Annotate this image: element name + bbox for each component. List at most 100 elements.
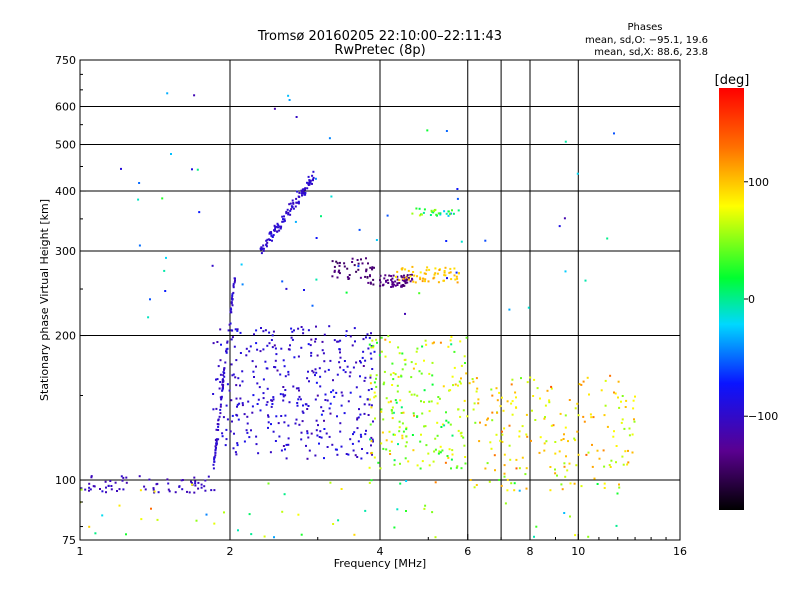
- data-point: [369, 281, 372, 284]
- data-point: [319, 385, 322, 388]
- data-point: [144, 488, 147, 491]
- data-point: [274, 440, 277, 442]
- data-point: [631, 451, 634, 454]
- data-point: [188, 491, 191, 494]
- data-point: [310, 351, 313, 354]
- data-point: [422, 211, 425, 214]
- data-point: [568, 462, 571, 465]
- data-point: [400, 374, 403, 377]
- data-point: [490, 447, 493, 450]
- data-point: [328, 407, 331, 410]
- data-point: [298, 196, 301, 198]
- data-point: [491, 411, 494, 414]
- data-point: [373, 391, 376, 394]
- data-point: [501, 430, 503, 433]
- data-point: [246, 415, 249, 418]
- colorbar-gradient: [719, 88, 744, 510]
- data-point: [166, 92, 169, 95]
- data-point: [329, 412, 332, 415]
- data-point: [274, 366, 277, 369]
- data-point: [122, 488, 125, 491]
- data-point: [625, 399, 628, 402]
- data-point: [508, 444, 511, 447]
- data-point: [621, 455, 624, 458]
- data-point: [340, 391, 343, 394]
- data-point: [420, 372, 423, 375]
- data-point: [495, 387, 498, 390]
- data-point: [230, 363, 233, 366]
- data-point: [373, 266, 375, 269]
- data-point: [336, 373, 339, 376]
- data-point: [260, 252, 263, 255]
- data-point: [438, 269, 441, 271]
- data-point: [193, 476, 196, 479]
- data-point: [306, 457, 309, 460]
- data-point: [525, 433, 528, 436]
- data-point: [228, 323, 231, 326]
- data-point: [234, 328, 237, 331]
- data-point: [125, 481, 128, 484]
- data-point: [345, 453, 348, 455]
- data-point: [453, 366, 456, 369]
- data-point: [394, 284, 397, 287]
- data-point: [628, 434, 631, 437]
- data-point: [424, 272, 427, 275]
- data-point: [233, 432, 235, 435]
- data-point: [394, 280, 397, 283]
- data-point: [338, 264, 341, 267]
- data-point: [282, 399, 285, 402]
- data-point: [434, 536, 437, 539]
- data-point: [298, 423, 301, 426]
- data-point: [407, 278, 410, 281]
- data-point: [428, 464, 431, 467]
- data-point: [234, 277, 236, 280]
- data-point: [200, 483, 203, 486]
- data-point: [445, 240, 448, 242]
- data-point: [399, 482, 402, 485]
- data-point: [443, 210, 446, 213]
- data-point: [217, 419, 220, 422]
- data-point: [266, 401, 269, 404]
- data-point: [554, 441, 557, 443]
- data-point: [272, 234, 275, 237]
- data-point: [456, 188, 459, 190]
- data-point: [430, 400, 433, 403]
- data-point: [308, 180, 311, 183]
- data-point: [323, 419, 325, 422]
- data-point: [413, 393, 416, 396]
- data-point: [302, 328, 305, 331]
- data-point: [401, 352, 404, 355]
- data-point: [284, 394, 287, 397]
- data-point: [445, 419, 448, 422]
- data-point: [423, 401, 425, 404]
- data-point: [389, 453, 392, 455]
- data-point: [399, 399, 402, 402]
- data-point: [424, 280, 426, 283]
- data-point: [116, 490, 118, 492]
- data-point: [416, 275, 418, 278]
- axis-ticks: 1 2 4 6 8 10 16 75 100 200 300 400 500 600 750: [55, 54, 687, 558]
- data-point: [370, 444, 372, 447]
- data-point: [295, 418, 298, 421]
- data-point: [248, 513, 251, 516]
- data-point: [284, 448, 286, 451]
- data-point: [345, 291, 348, 294]
- data-point: [622, 463, 625, 466]
- data-point: [203, 485, 206, 488]
- data-point: [369, 274, 371, 277]
- data-point: [589, 413, 592, 416]
- data-point: [606, 425, 609, 428]
- data-point: [421, 412, 424, 415]
- data-point: [356, 418, 359, 421]
- data-point: [222, 416, 225, 419]
- data-point: [296, 404, 299, 407]
- data-point: [243, 413, 246, 416]
- data-point: [289, 344, 291, 347]
- data-point: [513, 482, 516, 485]
- y-tick-label: 75: [62, 534, 76, 547]
- data-point: [272, 398, 275, 401]
- data-point: [560, 439, 563, 442]
- data-point: [400, 275, 403, 278]
- data-point: [321, 349, 324, 352]
- data-point: [349, 371, 352, 374]
